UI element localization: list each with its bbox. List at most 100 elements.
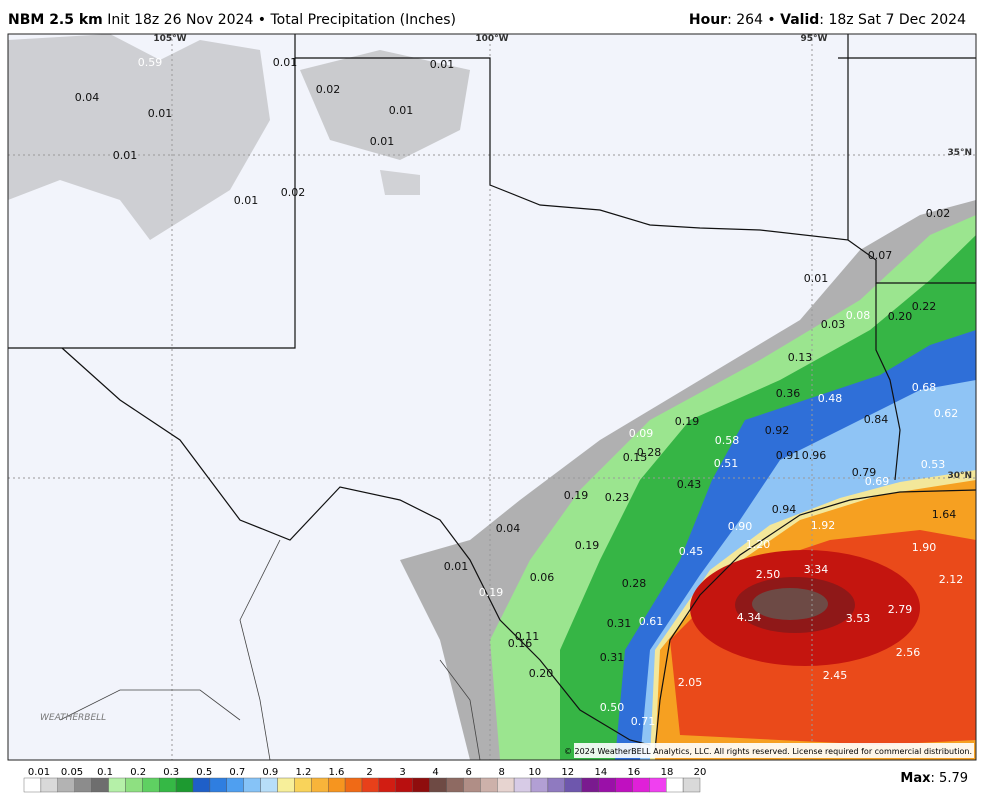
- max: Max: 5.79: [900, 771, 968, 786]
- colorbar-swatch: [530, 777, 549, 793]
- header-right: Hour: 264 • Valid: 18z Sat 7 Dec 2024: [689, 12, 966, 28]
- precip-label: 0.01: [273, 56, 298, 69]
- colorbar-swatch: [649, 777, 667, 793]
- precip-label: 0.92: [765, 424, 790, 437]
- colorbar-swatch: [395, 777, 413, 793]
- colorbar-swatch: [23, 777, 42, 793]
- precip-label: 0.31: [607, 617, 632, 630]
- precip-label: 0.50: [600, 701, 625, 714]
- colorbar-label: 0.2: [130, 767, 146, 778]
- colorbar-swatch: [615, 777, 633, 793]
- logo: WEATHERBELL: [40, 713, 106, 723]
- precip-label: 0.01: [148, 107, 173, 120]
- precip-label: 0.71: [631, 715, 656, 728]
- colorbar-label: 0.1: [97, 767, 113, 778]
- colorbar-label: 0.7: [229, 767, 245, 778]
- precip-label: 0.02: [316, 83, 341, 96]
- precip-label: 0.22: [912, 300, 937, 313]
- colorbar-label: 16: [628, 767, 641, 778]
- colorbar-swatch: [446, 777, 464, 793]
- precip-label: 0.20: [888, 310, 913, 323]
- precip-label: 3.34: [804, 563, 829, 576]
- grid-label: 100°W: [475, 34, 508, 44]
- precip-label: 0.16: [508, 637, 533, 650]
- colorbar-label: 1.2: [295, 767, 311, 778]
- grid-label: 95°W: [801, 34, 828, 44]
- colorbar-label: 4: [432, 767, 438, 778]
- precip-label: 0.84: [864, 413, 889, 426]
- colorbar-label: 0.9: [262, 767, 278, 778]
- precip-label: 0.07: [868, 249, 893, 262]
- colorbar-label: 8: [499, 767, 505, 778]
- colorbar-swatch: [142, 777, 160, 793]
- precip-label: 0.61: [639, 615, 664, 628]
- precip-label: 0.23: [605, 491, 630, 504]
- colorbar-swatch: [328, 777, 346, 793]
- colorbar-label: 3: [399, 767, 405, 778]
- colorbar-swatch: [547, 777, 566, 793]
- precip-label: 0.43: [677, 478, 702, 491]
- colorbar-label: 0.01: [28, 767, 50, 778]
- precip-label: 0.59: [138, 56, 163, 69]
- colorbar-swatch: [513, 777, 532, 793]
- colorbar-swatch: [311, 777, 329, 793]
- precip-label: 0.01: [389, 104, 414, 117]
- precip-label: 0.02: [926, 207, 951, 220]
- colorbar-swatch: [260, 777, 278, 793]
- precip-label: 0.69: [865, 475, 890, 488]
- copyright-bg: [574, 743, 974, 758]
- precip-label: 0.15: [623, 451, 648, 464]
- model: NBM 2.5 km: [8, 12, 103, 28]
- precip-label: 0.01: [370, 135, 395, 148]
- precip-label: 2.45: [823, 669, 848, 682]
- precip-label: 4.34: [737, 611, 762, 624]
- colorbar-swatch: [91, 777, 109, 793]
- colorbar-label: 18: [661, 767, 674, 778]
- precip-label: 0.01: [804, 272, 829, 285]
- colorbar-swatch: [666, 777, 684, 793]
- colorbar-label: 10: [528, 767, 541, 778]
- precip-label: 0.19: [575, 539, 600, 552]
- colorbar-swatch: [682, 777, 701, 793]
- precip-label: 0.01: [234, 194, 259, 207]
- colorbar-swatch: [209, 777, 227, 793]
- precip-label: 0.51: [714, 457, 739, 470]
- colorbar-swatch: [480, 777, 498, 793]
- precip-label: 0.28: [637, 446, 662, 459]
- colorbar-swatch: [108, 777, 126, 793]
- colorbar-swatch: [277, 777, 295, 793]
- colorbar-swatch: [497, 777, 515, 793]
- precip-label: 0.79: [852, 466, 877, 479]
- colorbar-swatch: [564, 777, 582, 793]
- precip-label: 1.92: [811, 519, 836, 532]
- precip-label: 0.19: [675, 415, 700, 428]
- precip-label: 1.20: [746, 538, 771, 551]
- precip-label: 0.02: [281, 186, 306, 199]
- colorbar-label: 20: [694, 767, 707, 778]
- colorbar-swatch: [158, 777, 177, 793]
- valid-label: Valid: [780, 12, 820, 28]
- colorbar-swatch: [226, 777, 244, 793]
- precip-label: 0.08: [846, 309, 871, 322]
- state-borders: [8, 34, 976, 751]
- precip-label: 0.53: [921, 458, 946, 471]
- precip-6: [752, 588, 828, 620]
- precip-label: 0.11: [515, 630, 540, 643]
- precip-label: 2.12: [939, 573, 964, 586]
- precip-label: 0.58: [715, 434, 740, 447]
- precip-label: 0.20: [529, 667, 554, 680]
- precip-label: 0.90: [728, 520, 753, 533]
- precip-label: 0.48: [818, 392, 843, 405]
- precip-label: 2.50: [756, 568, 781, 581]
- precip-label: 0.01: [430, 58, 455, 71]
- precip-label: 0.91: [776, 449, 801, 462]
- grid-label: 35°N: [947, 148, 972, 158]
- precip-label: 0.62: [934, 407, 959, 420]
- precip-label: 0.13: [788, 351, 813, 364]
- precip-label: 0.31: [600, 651, 625, 664]
- precip-label: 0.01: [113, 149, 138, 162]
- precip-label: 0.36: [776, 387, 801, 400]
- colorbar-swatch: [378, 777, 396, 793]
